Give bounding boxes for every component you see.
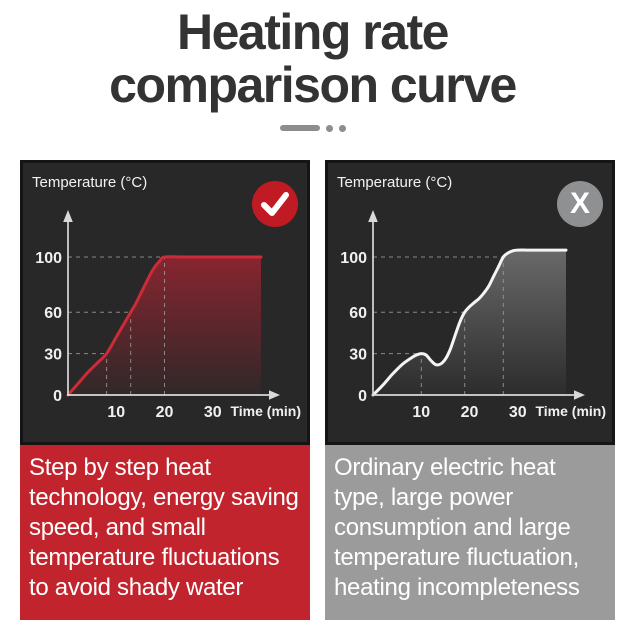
step-heating-chart-card: 0 30 60 100 10 20 30 Time (min) Temperature (°C… (20, 160, 310, 445)
ordinary-heating-caption: Ordinary electric heat type, large power… (325, 445, 615, 620)
svg-text:60: 60 (44, 305, 62, 322)
ornament-dot (338, 124, 346, 132)
svg-text:0: 0 (358, 388, 367, 405)
ordinary-heating-chart: 0 30 60 100 10 20 30 Time (min) (340, 210, 606, 421)
axes (368, 210, 585, 400)
svg-text:30: 30 (204, 404, 222, 421)
svg-text:60: 60 (349, 305, 367, 322)
svg-text:30: 30 (349, 347, 367, 364)
axis-ticks: 0 30 60 100 10 20 30 Time (min) (340, 250, 606, 421)
comparison-panels: 0 30 60 100 10 20 30 Time (min) Temperature (°C… (20, 160, 615, 620)
svg-text:10: 10 (107, 404, 125, 421)
check-icon (261, 192, 289, 216)
axis-ticks: 0 30 60 100 10 20 30 Time (min) (35, 250, 301, 421)
y-axis-title: Temperature (°C) (32, 174, 148, 191)
panel-step-heating: 0 30 60 100 10 20 30 Time (min) Temperature (°C… (20, 160, 310, 620)
page-title: Heating rate comparison curve (0, 6, 625, 112)
header: Heating rate comparison curve (0, 0, 625, 132)
y-axis-title: Temperature (°C) (337, 174, 453, 191)
svg-text:10: 10 (412, 404, 430, 421)
page-title-line1: Heating rate (177, 4, 449, 60)
svg-text:30: 30 (44, 347, 62, 364)
svg-text:30: 30 (509, 404, 527, 421)
svg-text:20: 20 (461, 404, 479, 421)
curve-line (66, 255, 263, 397)
curve-fill (373, 250, 566, 395)
rejected-badge: X (557, 181, 603, 227)
svg-text:0: 0 (53, 388, 62, 405)
gridlines (373, 256, 504, 395)
svg-text:Time (min): Time (min) (535, 403, 606, 419)
ornament-dot (325, 124, 333, 132)
svg-text:Time (min): Time (min) (230, 403, 301, 419)
curve-line (371, 248, 568, 397)
svg-text:20: 20 (156, 404, 174, 421)
axes (63, 210, 280, 400)
svg-text:100: 100 (35, 250, 62, 267)
step-heating-caption: Step by step heat technology, energy sav… (20, 445, 310, 620)
step-heating-chart: 0 30 60 100 10 20 30 Time (min) (35, 210, 301, 421)
page-title-line2: comparison curve (109, 57, 517, 113)
ornament-dash (279, 125, 320, 131)
panel-ordinary-heating: 0 30 60 100 10 20 30 Time (min) Temperature (°C… (325, 160, 615, 620)
title-ornament (0, 124, 625, 132)
gridlines (68, 256, 165, 395)
svg-text:100: 100 (340, 250, 367, 267)
approved-badge (252, 181, 298, 227)
x-icon: X (569, 187, 590, 220)
curve-fill (68, 256, 261, 395)
ordinary-heating-chart-card: 0 30 60 100 10 20 30 Time (min) Temperature (°C… (325, 160, 615, 445)
